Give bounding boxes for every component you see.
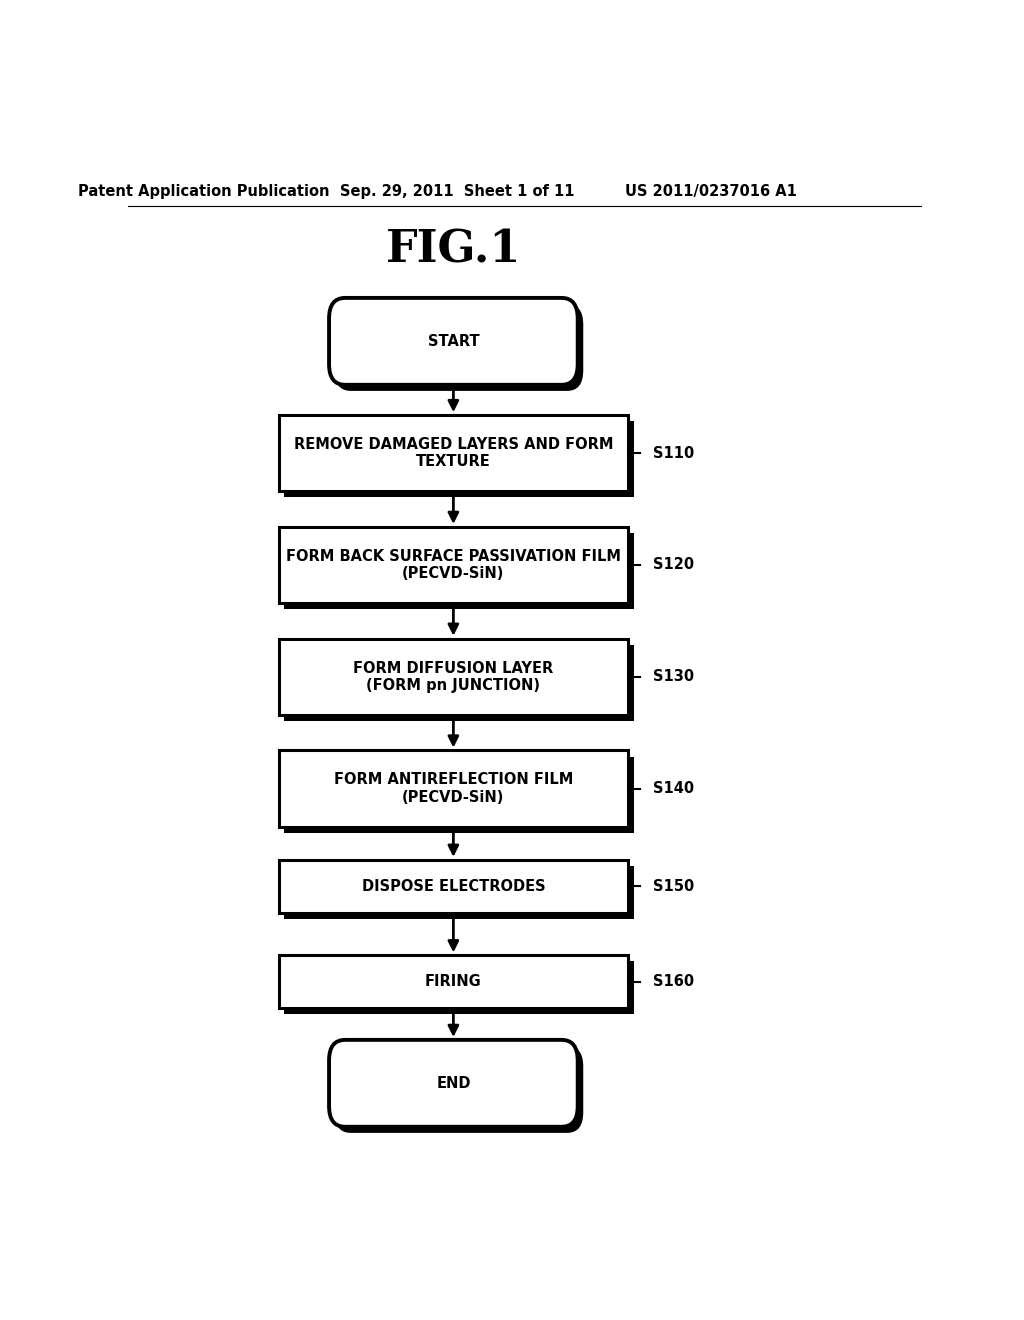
FancyBboxPatch shape bbox=[329, 1040, 578, 1127]
Text: US 2011/0237016 A1: US 2011/0237016 A1 bbox=[626, 185, 798, 199]
FancyBboxPatch shape bbox=[329, 298, 578, 385]
Text: Patent Application Publication: Patent Application Publication bbox=[78, 185, 329, 199]
Text: Sep. 29, 2011  Sheet 1 of 11: Sep. 29, 2011 Sheet 1 of 11 bbox=[340, 185, 574, 199]
Bar bbox=[279, 751, 628, 826]
Bar bbox=[285, 421, 634, 498]
Bar bbox=[285, 866, 634, 919]
Text: S160: S160 bbox=[653, 974, 694, 989]
Bar bbox=[279, 527, 628, 603]
Bar bbox=[279, 956, 628, 1008]
Text: FORM ANTIREFLECTION FILM
(PECVD-SiN): FORM ANTIREFLECTION FILM (PECVD-SiN) bbox=[334, 772, 573, 805]
Text: FORM BACK SURFACE PASSIVATION FILM
(PECVD-SiN): FORM BACK SURFACE PASSIVATION FILM (PECV… bbox=[286, 549, 621, 581]
FancyBboxPatch shape bbox=[335, 304, 584, 391]
Bar bbox=[285, 961, 634, 1014]
Bar bbox=[285, 756, 634, 833]
Text: FORM DIFFUSION LAYER
(FORM pn JUNCTION): FORM DIFFUSION LAYER (FORM pn JUNCTION) bbox=[353, 660, 554, 693]
FancyBboxPatch shape bbox=[335, 1045, 584, 1133]
Bar bbox=[279, 414, 628, 491]
Text: END: END bbox=[436, 1076, 471, 1090]
Text: S130: S130 bbox=[653, 669, 694, 684]
Bar bbox=[279, 859, 628, 912]
Text: FIG.1: FIG.1 bbox=[386, 228, 521, 272]
Text: FIRING: FIRING bbox=[425, 974, 481, 989]
Text: DISPOSE ELECTRODES: DISPOSE ELECTRODES bbox=[361, 879, 545, 894]
Bar bbox=[279, 639, 628, 715]
Text: START: START bbox=[428, 334, 479, 348]
Bar bbox=[285, 644, 634, 721]
Text: S150: S150 bbox=[653, 879, 694, 894]
Text: S140: S140 bbox=[653, 781, 694, 796]
Bar bbox=[285, 533, 634, 609]
Text: S110: S110 bbox=[653, 446, 694, 461]
Text: S120: S120 bbox=[653, 557, 694, 573]
Text: REMOVE DAMAGED LAYERS AND FORM
TEXTURE: REMOVE DAMAGED LAYERS AND FORM TEXTURE bbox=[294, 437, 613, 470]
